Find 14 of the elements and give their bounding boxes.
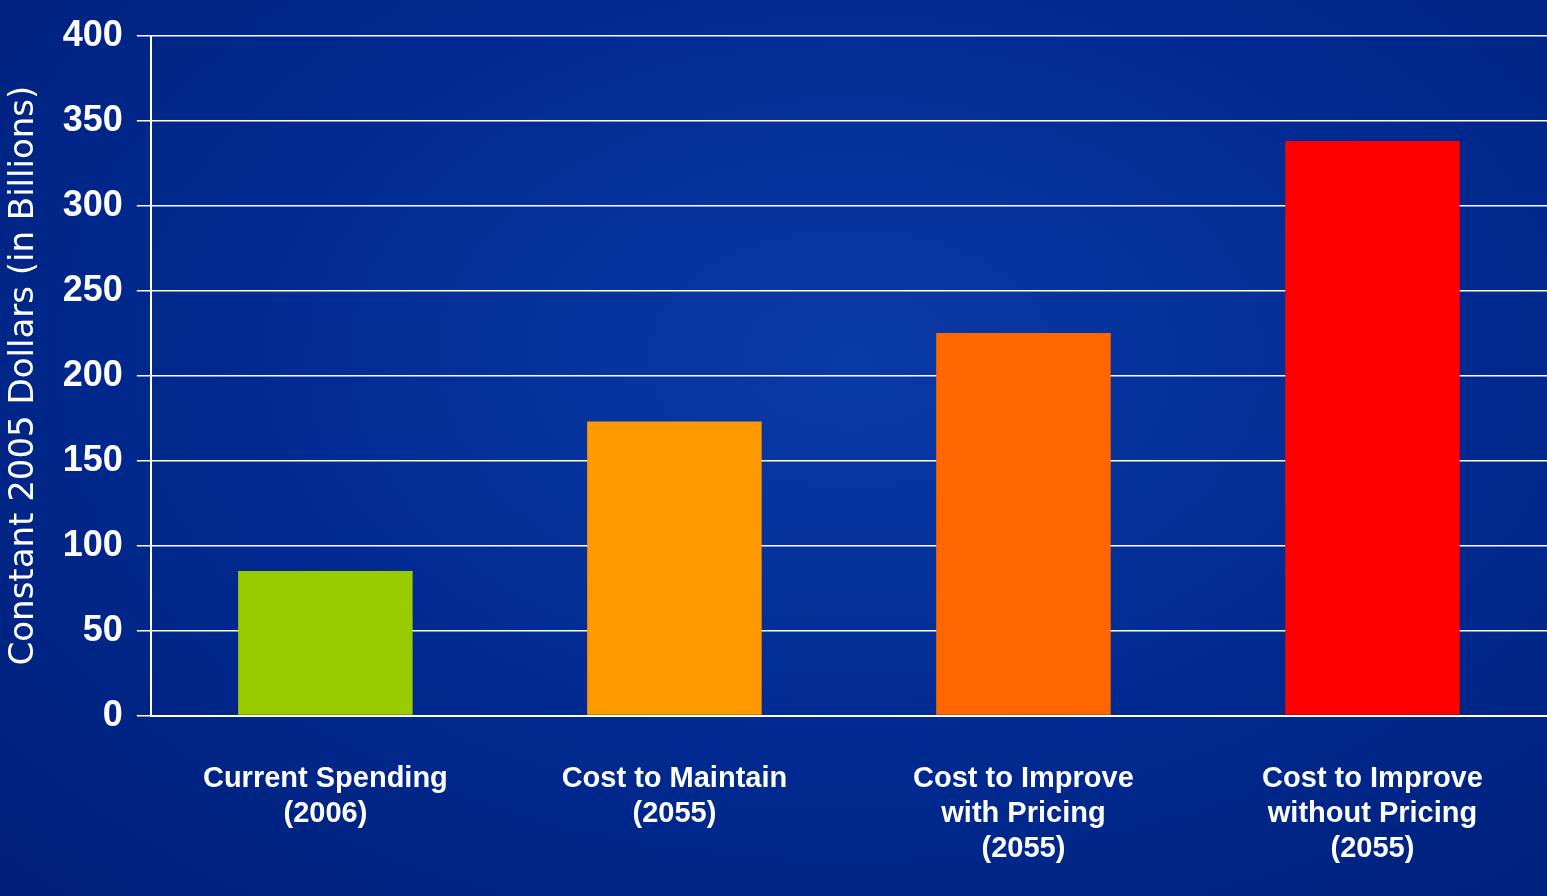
y-tick-label: 300 [62,182,123,224]
y-tick-label: 250 [62,267,123,309]
y-tick-label: 350 [62,97,123,139]
y-tick-label: 0 [102,692,123,734]
x-tick-label: Current Spending (2006) [202,761,448,828]
y-tick-label: 150 [62,437,123,479]
y-axis-title: Constant 2005 Dollars (in Billions) [1,85,42,666]
y-tick-label: 400 [62,12,123,54]
y-tick-label: 50 [82,607,123,649]
x-tick-label: Cost to Improve with Pricing (2055) [913,761,1134,863]
x-tick-label: Cost to Maintain (2055) [561,761,788,828]
y-tick-label: 200 [62,352,123,394]
y-tick-label: 100 [62,522,123,564]
x-tick-label: Cost to Improve without Pricing (2055) [1262,761,1483,863]
